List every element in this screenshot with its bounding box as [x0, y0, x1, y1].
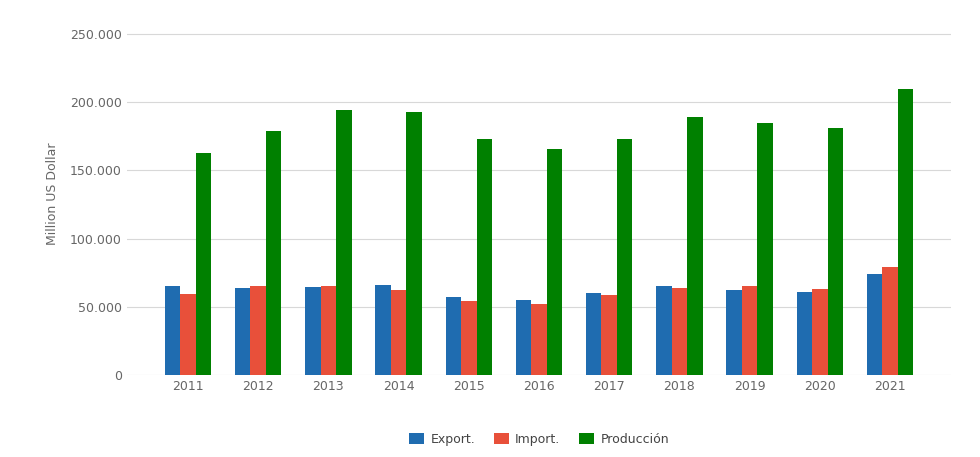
Bar	[797, 292, 812, 375]
Bar	[898, 89, 913, 375]
Bar	[235, 287, 251, 375]
Bar	[391, 290, 407, 375]
Bar	[515, 300, 531, 375]
Bar	[336, 111, 352, 375]
Bar	[671, 287, 687, 375]
Bar	[547, 149, 563, 375]
Bar	[617, 139, 632, 375]
Bar	[251, 286, 266, 375]
Bar	[726, 290, 742, 375]
Bar	[882, 267, 898, 375]
Bar	[531, 304, 547, 375]
Bar	[602, 295, 617, 375]
Bar	[657, 286, 671, 375]
Bar	[687, 117, 703, 375]
Bar	[461, 301, 476, 375]
Bar	[867, 274, 882, 375]
Bar	[742, 286, 758, 375]
Bar	[375, 285, 391, 375]
Bar	[180, 294, 196, 375]
Bar	[586, 293, 602, 375]
Bar	[196, 153, 211, 375]
Y-axis label: Million US Dollar: Million US Dollar	[46, 143, 59, 245]
Bar	[266, 131, 281, 375]
Bar	[812, 289, 827, 375]
Legend: Export., Import., Producción: Export., Import., Producción	[404, 428, 674, 451]
Bar	[320, 286, 336, 375]
Bar	[476, 139, 492, 375]
Bar	[165, 286, 180, 375]
Bar	[407, 112, 421, 375]
Bar	[305, 287, 320, 375]
Bar	[446, 297, 461, 375]
Bar	[827, 128, 843, 375]
Bar	[758, 122, 773, 375]
